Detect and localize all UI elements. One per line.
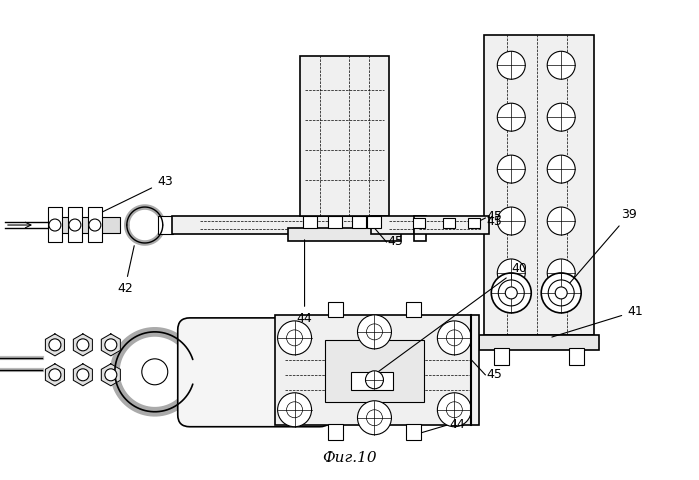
Circle shape — [498, 280, 524, 306]
Circle shape — [278, 393, 312, 427]
Circle shape — [497, 207, 525, 235]
Text: 45: 45 — [487, 368, 502, 381]
Circle shape — [366, 324, 382, 340]
Circle shape — [547, 103, 575, 131]
Circle shape — [438, 321, 471, 355]
Circle shape — [497, 155, 525, 183]
Circle shape — [49, 219, 61, 231]
Polygon shape — [45, 364, 64, 386]
Circle shape — [77, 339, 89, 351]
Bar — [50, 217, 120, 233]
Text: 39: 39 — [563, 208, 637, 291]
Circle shape — [49, 369, 61, 381]
Polygon shape — [101, 334, 120, 356]
Circle shape — [447, 402, 462, 418]
Circle shape — [366, 410, 382, 426]
Circle shape — [491, 273, 531, 313]
Circle shape — [497, 103, 525, 131]
Bar — [324, 340, 424, 402]
Text: 44: 44 — [449, 418, 465, 431]
Circle shape — [497, 259, 525, 287]
Text: 43: 43 — [92, 175, 173, 217]
Polygon shape — [45, 334, 64, 356]
Circle shape — [547, 259, 575, 287]
Circle shape — [547, 155, 575, 183]
Bar — [371, 216, 426, 234]
Bar — [368, 216, 382, 228]
Circle shape — [287, 330, 303, 346]
Text: Фиг.10: Фиг.10 — [322, 451, 377, 465]
Circle shape — [547, 51, 575, 79]
Circle shape — [69, 219, 81, 231]
Circle shape — [541, 273, 581, 313]
Polygon shape — [73, 364, 92, 386]
Circle shape — [357, 401, 391, 435]
Text: 45: 45 — [487, 215, 502, 228]
Text: 41: 41 — [552, 305, 643, 337]
Bar — [172, 216, 371, 234]
Bar — [300, 56, 389, 216]
Polygon shape — [73, 334, 92, 356]
Bar — [328, 302, 343, 317]
Circle shape — [105, 339, 117, 351]
Circle shape — [505, 287, 517, 299]
Bar — [352, 372, 394, 390]
Text: 44: 44 — [296, 240, 312, 325]
Bar — [569, 348, 584, 365]
Bar — [352, 216, 366, 228]
Bar — [68, 207, 82, 242]
Circle shape — [77, 369, 89, 381]
Circle shape — [142, 359, 168, 385]
Circle shape — [547, 207, 575, 235]
Circle shape — [278, 321, 312, 355]
Circle shape — [366, 371, 384, 389]
Bar — [484, 36, 594, 335]
Text: 40: 40 — [367, 262, 527, 380]
Bar — [287, 228, 401, 241]
Text: 45: 45 — [387, 235, 403, 248]
Circle shape — [497, 51, 525, 79]
FancyBboxPatch shape — [178, 318, 331, 427]
Bar — [468, 218, 480, 228]
Circle shape — [438, 393, 471, 427]
Bar — [406, 302, 421, 317]
Bar — [413, 218, 426, 228]
Circle shape — [105, 369, 117, 381]
Bar — [303, 216, 317, 228]
Circle shape — [357, 315, 391, 349]
Bar — [328, 424, 343, 440]
Text: 45: 45 — [487, 210, 502, 223]
Text: 42: 42 — [117, 246, 134, 295]
Bar — [158, 216, 173, 234]
Circle shape — [287, 402, 303, 418]
Bar — [48, 207, 62, 242]
Circle shape — [49, 339, 61, 351]
Bar — [328, 216, 342, 228]
Circle shape — [555, 287, 567, 299]
Bar — [406, 424, 421, 440]
Polygon shape — [101, 364, 120, 386]
Circle shape — [548, 280, 574, 306]
Bar — [443, 218, 455, 228]
Bar — [480, 335, 599, 350]
Bar — [275, 315, 480, 425]
Circle shape — [89, 219, 101, 231]
Circle shape — [447, 330, 462, 346]
Bar — [494, 348, 510, 365]
Bar — [88, 207, 102, 242]
Bar — [415, 228, 426, 241]
Bar — [415, 216, 489, 234]
